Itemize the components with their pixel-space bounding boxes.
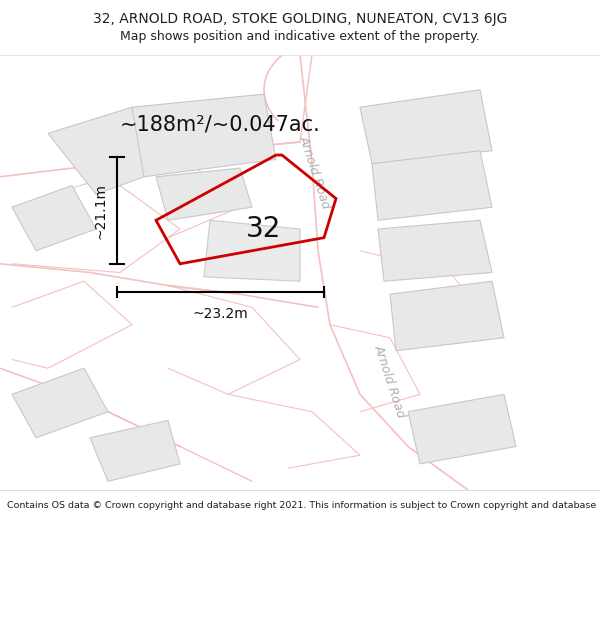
Text: ~23.2m: ~23.2m xyxy=(193,308,248,321)
Text: Arnold Road: Arnold Road xyxy=(297,134,333,211)
Polygon shape xyxy=(156,168,252,220)
Text: Map shows position and indicative extent of the property.: Map shows position and indicative extent… xyxy=(120,30,480,43)
Polygon shape xyxy=(204,220,300,281)
Polygon shape xyxy=(372,151,492,220)
Text: Arnold Road: Arnold Road xyxy=(372,343,408,419)
Polygon shape xyxy=(12,368,108,438)
Polygon shape xyxy=(360,90,492,164)
Text: 32, ARNOLD ROAD, STOKE GOLDING, NUNEATON, CV13 6JG: 32, ARNOLD ROAD, STOKE GOLDING, NUNEATON… xyxy=(93,12,507,26)
Polygon shape xyxy=(12,186,96,251)
Text: Contains OS data © Crown copyright and database right 2021. This information is : Contains OS data © Crown copyright and d… xyxy=(7,501,600,510)
Text: 32: 32 xyxy=(247,215,281,243)
Polygon shape xyxy=(90,421,180,481)
Polygon shape xyxy=(390,281,504,351)
Polygon shape xyxy=(378,220,492,281)
Text: ~188m²/~0.047ac.: ~188m²/~0.047ac. xyxy=(120,114,321,134)
Text: ~21.1m: ~21.1m xyxy=(94,182,108,239)
Polygon shape xyxy=(132,94,276,177)
Polygon shape xyxy=(48,107,180,194)
Polygon shape xyxy=(408,394,516,464)
